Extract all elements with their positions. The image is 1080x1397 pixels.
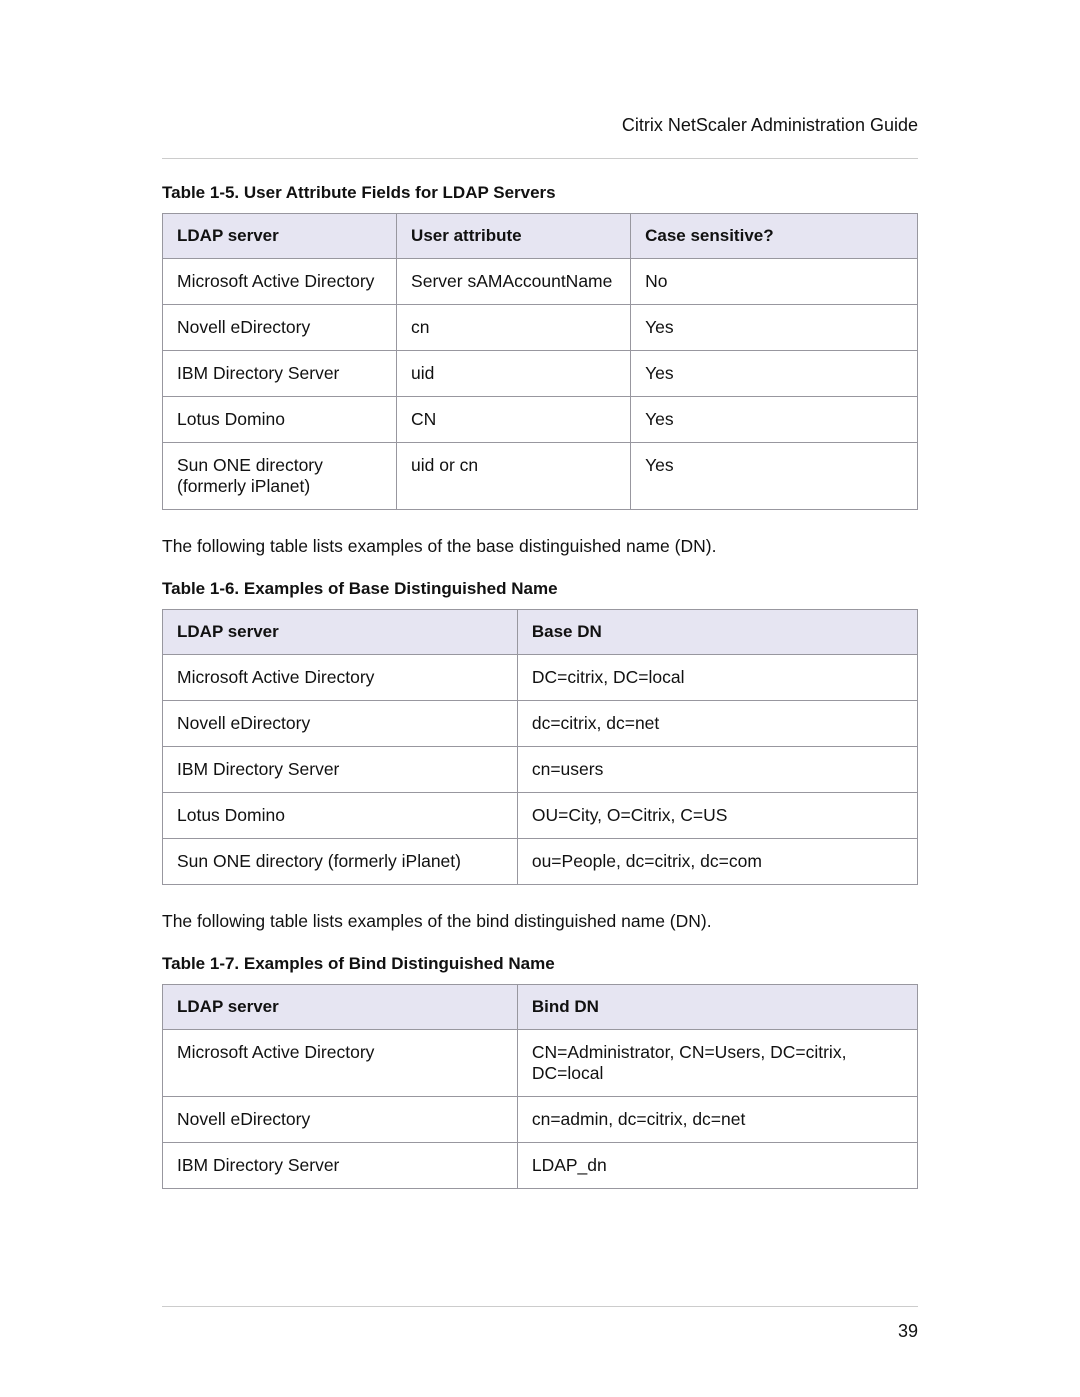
cell: LDAP_dn [517, 1143, 917, 1189]
table1-col0: LDAP server [163, 214, 397, 259]
cell: uid [397, 351, 631, 397]
cell: cn=admin, dc=citrix, dc=net [517, 1097, 917, 1143]
doc-title: Citrix NetScaler Administration Guide [622, 115, 918, 135]
table-row: Sun ONE directory (formerly iPlanet) ou=… [163, 839, 918, 885]
table-row: IBM Directory Server LDAP_dn [163, 1143, 918, 1189]
page-footer: 39 [162, 1306, 918, 1342]
cell: Yes [631, 305, 918, 351]
cell: cn [397, 305, 631, 351]
cell: Novell eDirectory [163, 701, 518, 747]
table1: LDAP server User attribute Case sensitiv… [162, 213, 918, 510]
table-row: Microsoft Active Directory Server sAMAcc… [163, 259, 918, 305]
cell: Yes [631, 397, 918, 443]
cell: Sun ONE directory (formerly iPlanet) [163, 443, 397, 510]
cell: OU=City, O=Citrix, C=US [517, 793, 917, 839]
table3-caption: Table 1-7. Examples of Bind Distinguishe… [162, 954, 918, 974]
table1-caption: Table 1-5. User Attribute Fields for LDA… [162, 183, 918, 203]
page-number: 39 [898, 1321, 918, 1341]
cell: Novell eDirectory [163, 1097, 518, 1143]
cell: cn=users [517, 747, 917, 793]
cell: dc=citrix, dc=net [517, 701, 917, 747]
table1-col1: User attribute [397, 214, 631, 259]
table-header-row: LDAP server User attribute Case sensitiv… [163, 214, 918, 259]
page-content: Citrix NetScaler Administration Guide Ta… [0, 0, 1080, 1253]
table2-caption: Table 1-6. Examples of Base Distinguishe… [162, 579, 918, 599]
page-header: Citrix NetScaler Administration Guide [162, 115, 918, 159]
table1-col2: Case sensitive? [631, 214, 918, 259]
table-row: Microsoft Active Directory DC=citrix, DC… [163, 655, 918, 701]
table-row: Lotus Domino CN Yes [163, 397, 918, 443]
table2: LDAP server Base DN Microsoft Active Dir… [162, 609, 918, 885]
table-row: Sun ONE directory (formerly iPlanet) uid… [163, 443, 918, 510]
cell: Novell eDirectory [163, 305, 397, 351]
cell: Lotus Domino [163, 397, 397, 443]
cell: Microsoft Active Directory [163, 1030, 518, 1097]
cell: DC=citrix, DC=local [517, 655, 917, 701]
cell: ou=People, dc=citrix, dc=com [517, 839, 917, 885]
table2-col1: Base DN [517, 610, 917, 655]
table3: LDAP server Bind DN Microsoft Active Dir… [162, 984, 918, 1189]
cell: Microsoft Active Directory [163, 655, 518, 701]
table-header-row: LDAP server Bind DN [163, 985, 918, 1030]
cell: IBM Directory Server [163, 1143, 518, 1189]
table-row: Novell eDirectory dc=citrix, dc=net [163, 701, 918, 747]
paragraph-1: The following table lists examples of th… [162, 536, 918, 557]
cell: Yes [631, 443, 918, 510]
cell: CN=Administrator, CN=Users, DC=citrix, D… [517, 1030, 917, 1097]
table-row: Novell eDirectory cn Yes [163, 305, 918, 351]
cell: Sun ONE directory (formerly iPlanet) [163, 839, 518, 885]
table-header-row: LDAP server Base DN [163, 610, 918, 655]
table-row: IBM Directory Server cn=users [163, 747, 918, 793]
table3-col1: Bind DN [517, 985, 917, 1030]
paragraph-2: The following table lists examples of th… [162, 911, 918, 932]
cell: IBM Directory Server [163, 747, 518, 793]
cell: Yes [631, 351, 918, 397]
table-row: Lotus Domino OU=City, O=Citrix, C=US [163, 793, 918, 839]
cell: Microsoft Active Directory [163, 259, 397, 305]
table2-col0: LDAP server [163, 610, 518, 655]
cell: uid or cn [397, 443, 631, 510]
table-row: Microsoft Active Directory CN=Administra… [163, 1030, 918, 1097]
table-row: Novell eDirectory cn=admin, dc=citrix, d… [163, 1097, 918, 1143]
cell: Lotus Domino [163, 793, 518, 839]
cell: CN [397, 397, 631, 443]
cell: IBM Directory Server [163, 351, 397, 397]
table-row: IBM Directory Server uid Yes [163, 351, 918, 397]
cell: No [631, 259, 918, 305]
table3-col0: LDAP server [163, 985, 518, 1030]
cell: Server sAMAccountName [397, 259, 631, 305]
